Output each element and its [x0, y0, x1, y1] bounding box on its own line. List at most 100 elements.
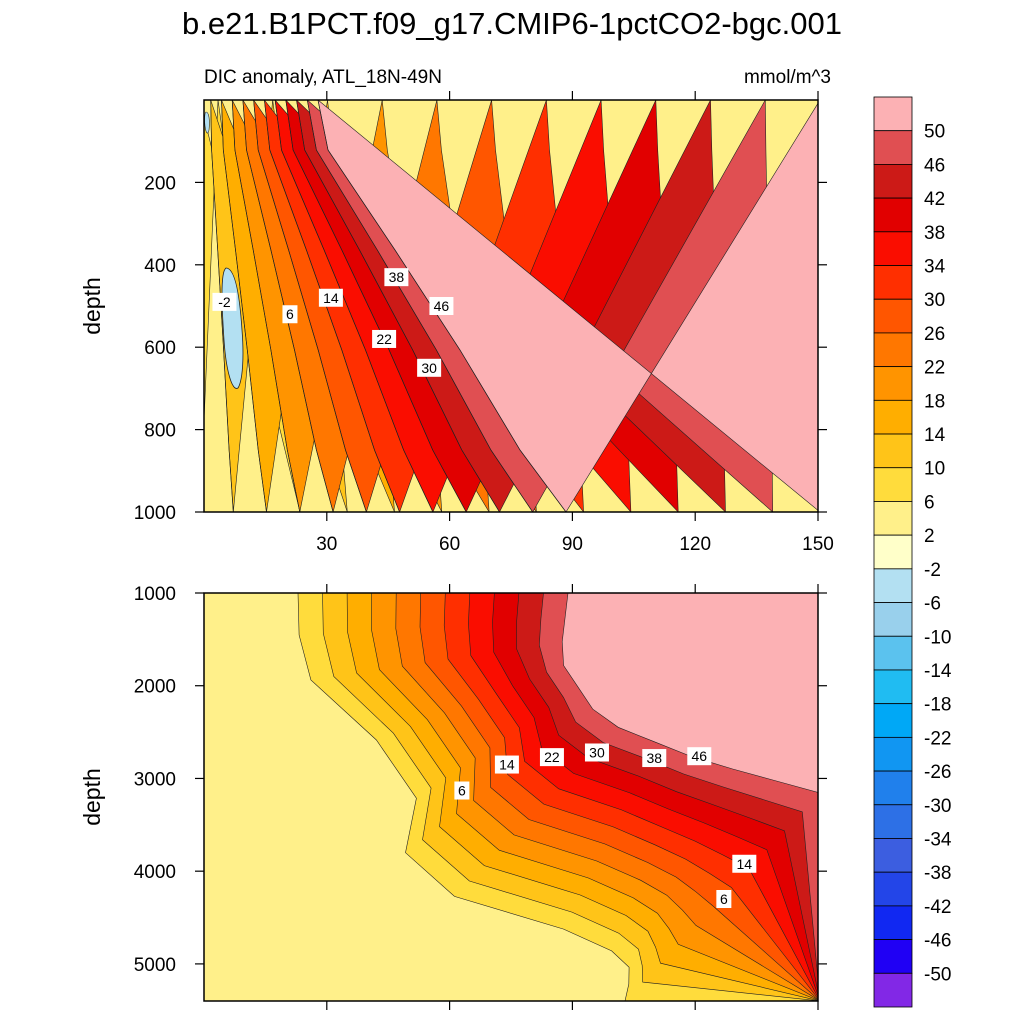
contour-label-bg — [372, 329, 397, 348]
colorbar-label: -30 — [924, 796, 951, 817]
colorbar-box — [873, 838, 913, 873]
colorbar-label: -14 — [924, 661, 952, 682]
lower-panel — [204, 593, 818, 1001]
x-tick-label: 60 — [439, 534, 460, 555]
contour-label: 30 — [589, 744, 605, 760]
contour-label: 14 — [499, 757, 515, 773]
colorbar-box — [873, 602, 913, 637]
contour-label-bg — [417, 358, 442, 377]
upper-contour-9 — [296, 100, 500, 512]
upper-contour-5 — [253, 100, 367, 512]
upper-contour-7 — [274, 100, 434, 512]
contour-label: -2 — [218, 294, 231, 310]
colorbar-box — [873, 568, 913, 603]
upper-contour-4 — [242, 100, 334, 512]
contour-label: 46 — [692, 748, 708, 764]
y-tick-label: 5000 — [134, 955, 176, 976]
colorbar-label: -46 — [924, 931, 951, 952]
contour-label-bg — [318, 288, 343, 307]
colorbar-label: 10 — [924, 459, 945, 480]
x-tick-label: 90 — [562, 534, 583, 555]
colorbar-box — [873, 197, 913, 233]
contour-label: 38 — [389, 269, 405, 285]
contour-label: 30 — [421, 360, 437, 376]
colorbar-box — [873, 231, 913, 266]
colorbar-box — [873, 265, 913, 300]
y-tick-label: 2000 — [134, 677, 176, 698]
colorbar-label: -38 — [924, 863, 951, 884]
lower-frame — [203, 592, 819, 1002]
colorbar-label: -26 — [924, 762, 951, 783]
x-tick-label: 150 — [802, 534, 834, 555]
y-tick-label: 200 — [144, 173, 176, 194]
y-tick-label: 1000 — [134, 584, 176, 605]
colorbar-box — [873, 130, 913, 165]
colorbar-box — [873, 298, 913, 334]
contour-label-bg — [687, 747, 712, 766]
colorbar-box — [873, 905, 913, 940]
y-tick-label: 800 — [144, 421, 176, 442]
chart-title: b.e21.B1PCT.f09_g17.CMIP6-1pctCO2-bgc.00… — [182, 6, 842, 41]
colorbar-label: 42 — [924, 189, 945, 210]
colorbar-label: -18 — [924, 695, 951, 716]
colorbar-box — [873, 433, 913, 469]
colorbar-box — [873, 939, 913, 974]
colorbar-label: 2 — [924, 526, 935, 547]
colorbar-label: -10 — [924, 627, 951, 648]
contour-label-bg — [429, 297, 454, 315]
upper-ylabel: depth — [79, 277, 105, 335]
colorbar: 50 46 42 38 34 30 26 22 18 14 10 6 2 -2 -6 -10 -14 -18 -22… — [873, 96, 952, 1008]
contour-label-bg — [716, 890, 732, 908]
lower-ylabel: depth — [79, 768, 105, 826]
colorbar-box — [873, 96, 913, 132]
colorbar-box — [873, 972, 913, 1008]
colorbar-box — [873, 332, 913, 368]
contour-labels: -2 6 14 22 38 46 30 6 14 22 30 38 46 14 6 — [212, 268, 757, 908]
upper-frame — [203, 99, 819, 513]
upper-contour-3 — [231, 100, 301, 512]
colorbar-label: 34 — [924, 257, 946, 278]
contour-label: 46 — [434, 298, 450, 314]
contour-label: 6 — [286, 306, 294, 322]
contour-label: 38 — [646, 750, 662, 766]
colorbar-label: -2 — [924, 560, 941, 581]
colorbar-box — [873, 669, 913, 705]
colorbar-box — [873, 635, 913, 671]
y-tick-label: 1000 — [134, 503, 176, 524]
colorbar-box — [873, 770, 913, 806]
contour-label-bg — [732, 854, 757, 873]
chart-units: mmol/m^3 — [744, 67, 831, 88]
colorbar-label: 30 — [924, 290, 945, 311]
colorbar-label: -22 — [924, 728, 951, 749]
colorbar-label: 22 — [924, 358, 945, 379]
chart-subtitle-left: DIC anomaly, ATL_18N-49N — [204, 67, 442, 88]
contour-label: 14 — [737, 856, 753, 872]
colorbar-box — [873, 736, 913, 772]
x-tick-label: 30 — [316, 534, 337, 555]
colorbar-label: 18 — [924, 391, 945, 412]
colorbar-label: 14 — [924, 425, 946, 446]
colorbar-label: 38 — [924, 223, 945, 244]
colorbar-box — [873, 501, 913, 536]
x-tick-label: 120 — [679, 534, 711, 555]
colorbar-label: 50 — [924, 122, 945, 143]
upper-contour-8 — [285, 100, 467, 512]
upper-contour-11 — [317, 100, 567, 512]
contour-label-bg — [539, 748, 564, 767]
colorbar-label: -42 — [924, 897, 951, 918]
contour-label: 22 — [544, 749, 560, 765]
colorbar-box — [873, 467, 913, 502]
upper-contour-2 — [221, 100, 267, 512]
contour-label: 6 — [458, 783, 466, 799]
contour-label: 6 — [720, 891, 728, 907]
colorbar-box — [873, 804, 913, 839]
colorbar-label: 26 — [924, 324, 945, 345]
colorbar-label: 6 — [924, 492, 935, 513]
contour-label-bg — [212, 292, 237, 311]
contour-label: 22 — [376, 331, 392, 347]
contour-label-bg — [282, 305, 298, 324]
colorbar-box — [873, 399, 913, 435]
colorbar-label: -34 — [924, 829, 952, 850]
y-tick-label: 4000 — [134, 862, 176, 883]
